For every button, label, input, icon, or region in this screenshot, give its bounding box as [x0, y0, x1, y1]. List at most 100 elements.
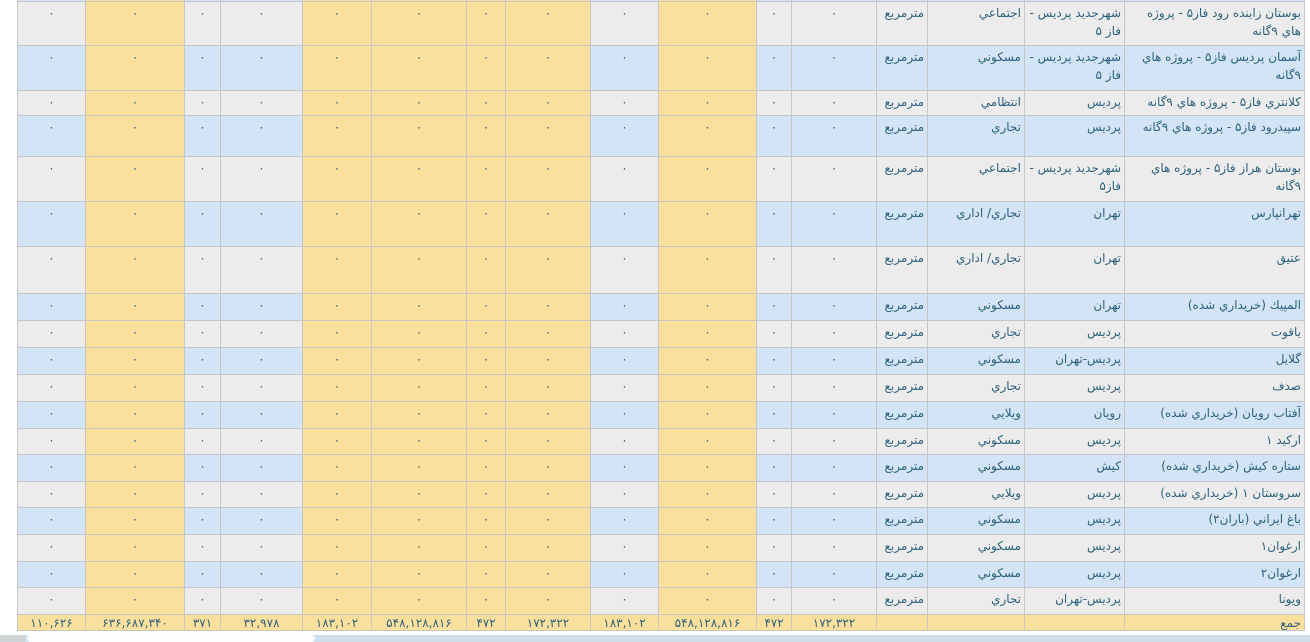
type-cell: تجاري — [927, 587, 1025, 615]
zero-value-cell: ۰ — [590, 45, 659, 91]
zero-value-cell: ۰ — [756, 45, 792, 91]
type-cell: مسكوني — [927, 347, 1025, 375]
zero-value-cell: ۰ — [756, 320, 792, 348]
zero-value-cell: ۰ — [184, 1, 221, 46]
project-name-cell: اركيد ۱ — [1124, 428, 1305, 455]
zero-value-cell: ۰ — [658, 293, 757, 321]
zero-value-cell: ۰ — [756, 347, 792, 375]
city-cell: پرديس — [1024, 561, 1125, 588]
unit-cell: مترمربع — [876, 507, 928, 535]
city-cell: پرديس — [1024, 481, 1125, 508]
table-row: بوستان زاينده رود فاز۵ - پروژه هاي ۹گانه… — [17, 1, 1305, 46]
table-row: سروستان ۱ (خريداري شده) پرديس ويلايي مترمرب… — [17, 481, 1305, 508]
zero-value-cell: ۰ — [466, 561, 506, 588]
zero-value-cell: ۰ — [505, 507, 591, 535]
zero-value-cell: ۰ — [85, 507, 185, 535]
zero-value-cell: ۰ — [466, 90, 506, 116]
zero-value-cell: ۰ — [17, 45, 86, 91]
totals-value-cell: ۴۷۲ — [466, 614, 506, 631]
zero-value-cell: ۰ — [505, 1, 591, 46]
zero-value-cell: ۰ — [85, 347, 185, 375]
project-name-cell: كلانتري فاز۵ - پروژه هاي ۹گانه — [1124, 90, 1305, 116]
zero-value-cell: ۰ — [791, 534, 877, 562]
zero-value-cell: ۰ — [17, 428, 86, 455]
zero-value-cell: ۰ — [184, 534, 221, 562]
table-row: آفتاب رويان (خريداري شده) رويان ويلايي مترم… — [17, 401, 1305, 429]
zero-value-cell: ۰ — [220, 201, 303, 247]
zero-value-cell: ۰ — [756, 507, 792, 535]
zero-value-cell: ۰ — [184, 507, 221, 535]
scrollbar-thumb[interactable] — [27, 635, 315, 642]
zero-value-cell: ۰ — [302, 534, 372, 562]
zero-value-cell: ۰ — [658, 45, 757, 91]
zero-value-cell: ۰ — [85, 156, 185, 202]
zero-value-cell: ۰ — [184, 45, 221, 91]
city-cell: تهران — [1024, 293, 1125, 321]
type-cell: تجاري/ اداري — [927, 246, 1025, 294]
zero-value-cell: ۰ — [505, 45, 591, 91]
zero-value-cell: ۰ — [220, 45, 303, 91]
zero-value-cell: ۰ — [505, 115, 591, 157]
city-cell: پرديس — [1024, 374, 1125, 402]
zero-value-cell: ۰ — [184, 454, 221, 482]
unit-cell: مترمربع — [876, 428, 928, 455]
zero-value-cell: ۰ — [371, 45, 467, 91]
unit-cell: مترمربع — [876, 561, 928, 588]
zero-value-cell: ۰ — [756, 293, 792, 321]
zero-value-cell: ۰ — [466, 481, 506, 508]
type-cell: مسكوني — [927, 561, 1025, 588]
zero-value-cell: ۰ — [791, 374, 877, 402]
zero-value-cell: ۰ — [791, 115, 877, 157]
zero-value-cell: ۰ — [756, 561, 792, 588]
zero-value-cell: ۰ — [220, 507, 303, 535]
zero-value-cell: ۰ — [658, 1, 757, 46]
zero-value-cell: ۰ — [302, 481, 372, 508]
horizontal-scrollbar[interactable] — [0, 635, 1310, 642]
city-cell: شهرجديد پرديس - فاز۵ — [1024, 156, 1125, 202]
zero-value-cell: ۰ — [17, 534, 86, 562]
totals-empty-cell — [876, 614, 928, 631]
table-row: ياقوت پرديس تجاري مترمربع ۰ ۰ ۰ ۰ ۰ ۰ ۰ ۰ ۰ ۰ ۰ ۰ — [17, 320, 1305, 348]
zero-value-cell: ۰ — [791, 201, 877, 247]
zero-value-cell: ۰ — [466, 45, 506, 91]
zero-value-cell: ۰ — [302, 201, 372, 247]
zero-value-cell: ۰ — [756, 201, 792, 247]
zero-value-cell: ۰ — [371, 561, 467, 588]
unit-cell: مترمربع — [876, 481, 928, 508]
zero-value-cell: ۰ — [17, 320, 86, 348]
zero-value-cell: ۰ — [184, 428, 221, 455]
city-cell: رويان — [1024, 401, 1125, 429]
zero-value-cell: ۰ — [658, 454, 757, 482]
zero-value-cell: ۰ — [85, 481, 185, 508]
totals-empty-cell — [927, 614, 1025, 631]
zero-value-cell: ۰ — [505, 401, 591, 429]
zero-value-cell: ۰ — [658, 428, 757, 455]
totals-value-cell: ۱۷۲,۳۲۲ — [791, 614, 877, 631]
zero-value-cell: ۰ — [184, 115, 221, 157]
zero-value-cell: ۰ — [658, 481, 757, 508]
zero-value-cell: ۰ — [17, 481, 86, 508]
totals-row: جمع ۱۷۲,۳۲۲ ۴۷۲ ۵۴۸,۱۲۸,۸۱۶ ۱۸۳,۱۰۲ ۱۷۲,۳۲۲ ۴۷… — [17, 614, 1305, 631]
zero-value-cell: ۰ — [220, 561, 303, 588]
zero-value-cell: ۰ — [184, 90, 221, 116]
table-row: گلايل پرديس-تهران مسكوني مترمربع ۰ ۰ ۰ ۰ ۰ ۰ ۰ ۰ ۰ ۰ ۰… — [17, 347, 1305, 375]
zero-value-cell: ۰ — [756, 587, 792, 615]
zero-value-cell: ۰ — [302, 454, 372, 482]
zero-value-cell: ۰ — [184, 481, 221, 508]
zero-value-cell: ۰ — [184, 201, 221, 247]
zero-value-cell: ۰ — [466, 115, 506, 157]
zero-value-cell: ۰ — [466, 507, 506, 535]
zero-value-cell: ۰ — [590, 374, 659, 402]
zero-value-cell: ۰ — [85, 1, 185, 46]
zero-value-cell: ۰ — [371, 534, 467, 562]
zero-value-cell: ۰ — [85, 534, 185, 562]
project-name-cell: بوستان هراز فاز۵ - پروژه هاي ۹گانه — [1124, 156, 1305, 202]
projects-report-table: بوستان زاينده رود فاز۵ - پروژه هاي ۹گانه… — [17, 0, 1305, 631]
zero-value-cell: ۰ — [791, 156, 877, 202]
zero-value-cell: ۰ — [466, 374, 506, 402]
zero-value-cell: ۰ — [184, 320, 221, 348]
zero-value-cell: ۰ — [371, 374, 467, 402]
zero-value-cell: ۰ — [466, 587, 506, 615]
project-name-cell: ياقوت — [1124, 320, 1305, 348]
